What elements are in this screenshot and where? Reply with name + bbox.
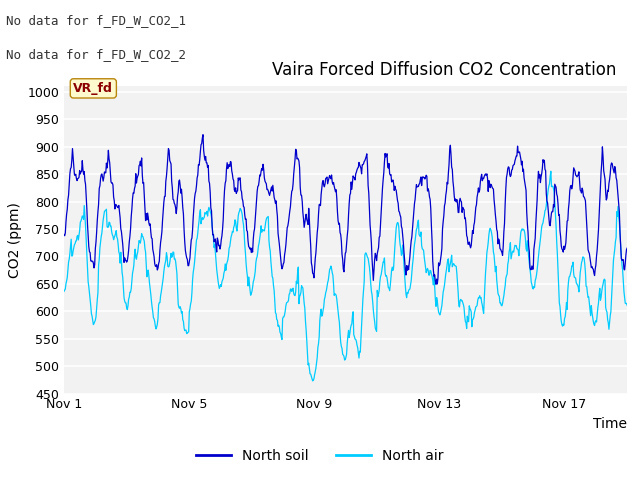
Text: No data for f_FD_W_CO2_2: No data for f_FD_W_CO2_2	[6, 48, 186, 61]
Legend: North soil, North air: North soil, North air	[191, 443, 449, 468]
Text: Vaira Forced Diffusion CO2 Concentration: Vaira Forced Diffusion CO2 Concentration	[271, 61, 616, 79]
Text: VR_fd: VR_fd	[74, 82, 113, 95]
Text: No data for f_FD_W_CO2_1: No data for f_FD_W_CO2_1	[6, 14, 186, 27]
Y-axis label: CO2 (ppm): CO2 (ppm)	[8, 202, 22, 278]
X-axis label: Time: Time	[593, 417, 627, 431]
